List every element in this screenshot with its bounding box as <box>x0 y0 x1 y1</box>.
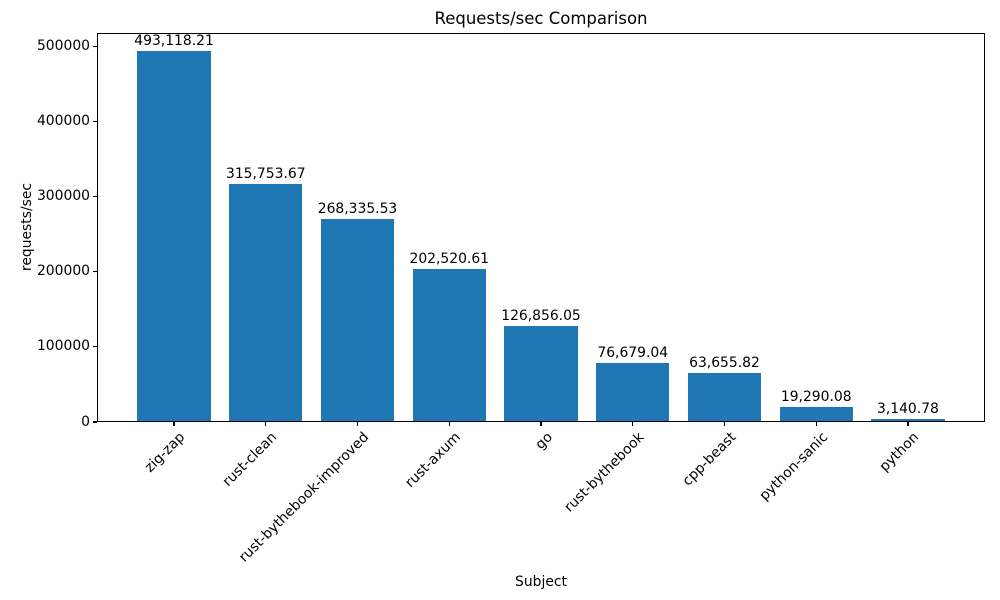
bar <box>779 406 853 421</box>
x-tick-label: rust-axum <box>402 429 464 492</box>
x-tick <box>265 422 267 426</box>
y-tick <box>92 120 97 123</box>
x-tick <box>815 422 817 426</box>
bar-value-label: 63,655.82 <box>689 355 760 372</box>
y-tick-label: 200000 <box>36 263 90 280</box>
y-tick <box>92 346 97 348</box>
bar-value-label: 76,679.04 <box>597 345 669 362</box>
x-tick-label: rust-clean <box>219 429 281 490</box>
bar <box>687 373 762 421</box>
x-tick-label: python-sanic <box>756 429 831 505</box>
y-tick <box>92 271 97 273</box>
plot-area <box>97 33 985 422</box>
y-tick-label: 500000 <box>36 37 90 54</box>
x-tick <box>632 422 634 426</box>
x-axis-label: Subject <box>515 574 567 590</box>
x-tick-label: rust-bythebook <box>561 429 648 516</box>
bar-value-label: 126,856.05 <box>501 307 581 324</box>
y-tick-label: 0 <box>81 413 90 430</box>
x-tick <box>173 422 175 426</box>
y-tick <box>92 421 97 423</box>
x-tick-label: zig-zap <box>142 429 189 476</box>
bar <box>229 183 303 421</box>
x-tick <box>356 422 359 426</box>
y-tick <box>92 196 97 198</box>
x-tick-label: go <box>532 429 556 453</box>
x-tick <box>907 422 909 426</box>
bar-value-label: 202,520.61 <box>409 250 490 267</box>
bar <box>871 418 945 421</box>
bar-value-label: 268,335.53 <box>317 201 398 218</box>
x-tick-label: python <box>876 429 923 475</box>
x-tick <box>540 422 542 426</box>
y-tick-label: 400000 <box>36 112 90 129</box>
chart-title: Requests/sec Comparison <box>434 9 648 28</box>
bar <box>504 325 578 421</box>
y-tick <box>92 45 97 47</box>
x-tick <box>723 422 726 426</box>
bar-value-label: 315,753.67 <box>226 165 306 182</box>
bar <box>320 219 395 421</box>
x-tick <box>448 422 450 426</box>
bar-value-label: 3,140.78 <box>877 400 939 417</box>
bar-value-label: 19,290.08 <box>780 388 852 405</box>
bar <box>412 268 486 421</box>
bar-value-label: 493,118.21 <box>134 32 214 49</box>
bar <box>596 363 670 421</box>
bar <box>137 50 211 421</box>
y-tick-label: 100000 <box>36 338 90 355</box>
x-tick-label: cpp-beast <box>679 429 740 490</box>
y-tick-label: 300000 <box>36 188 90 205</box>
